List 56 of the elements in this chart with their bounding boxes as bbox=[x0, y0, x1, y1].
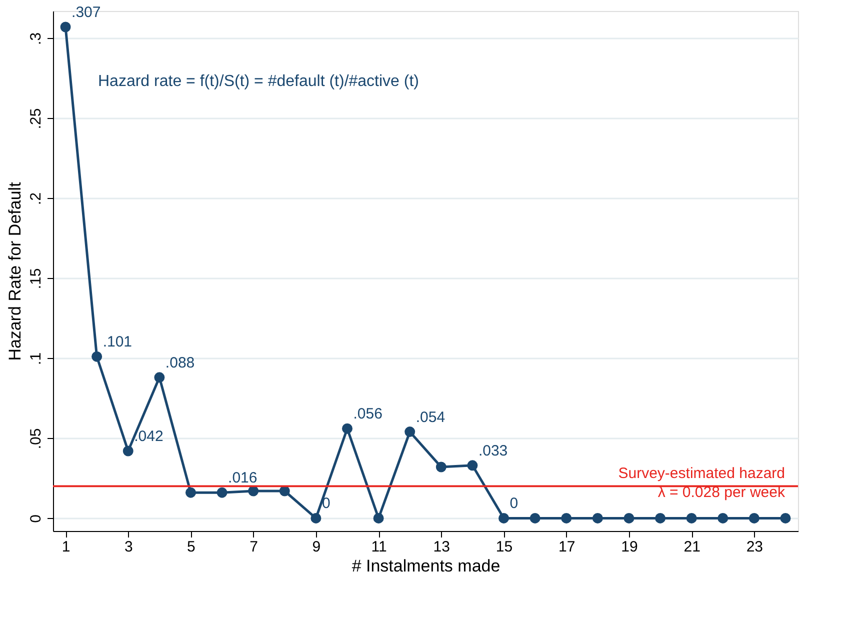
point bbox=[248, 486, 259, 496]
data-label: .088 bbox=[165, 354, 195, 372]
x-axis-title: # Instalments made bbox=[352, 556, 500, 576]
data-label: .056 bbox=[353, 406, 382, 423]
data-label: .033 bbox=[478, 442, 508, 460]
point bbox=[216, 487, 228, 498]
x-tick-label: 13 bbox=[433, 538, 450, 556]
y-tick-label: 0 bbox=[28, 514, 44, 523]
point bbox=[592, 512, 603, 524]
point bbox=[686, 512, 697, 524]
y-tick-label: .2 bbox=[28, 192, 44, 205]
point bbox=[279, 486, 290, 496]
point bbox=[624, 512, 634, 524]
x-tick-label: 23 bbox=[746, 538, 764, 556]
point bbox=[436, 462, 446, 472]
data-label: .101 bbox=[102, 334, 132, 351]
x-tick-label: 9 bbox=[312, 538, 321, 556]
point bbox=[561, 512, 572, 524]
data-label: .042 bbox=[134, 428, 164, 445]
point bbox=[92, 351, 102, 362]
data-label: .307 bbox=[72, 4, 101, 21]
x-tick-label: 17 bbox=[558, 538, 576, 556]
y-tick-label: .3 bbox=[28, 32, 44, 45]
data-label: 0 bbox=[322, 495, 330, 512]
y-axis-title: Hazard Rate for Default bbox=[6, 182, 24, 361]
point bbox=[655, 512, 666, 524]
point bbox=[60, 22, 71, 32]
x-tick-label: 15 bbox=[496, 538, 513, 556]
point bbox=[530, 512, 540, 524]
point bbox=[404, 426, 416, 438]
x-tick-label: 7 bbox=[250, 538, 258, 556]
x-tick-label: 19 bbox=[621, 538, 638, 556]
y-tick-label: .25 bbox=[28, 108, 44, 130]
point bbox=[780, 512, 791, 524]
data-label: 0 bbox=[510, 495, 518, 512]
point bbox=[342, 423, 352, 434]
point bbox=[154, 372, 165, 383]
point bbox=[718, 512, 728, 524]
point bbox=[122, 446, 134, 456]
data-label: .016 bbox=[228, 470, 258, 487]
y-tick-label: .15 bbox=[28, 268, 44, 290]
point bbox=[467, 460, 478, 471]
point bbox=[498, 512, 509, 524]
point bbox=[310, 512, 322, 524]
x-tick-label: 5 bbox=[187, 538, 196, 556]
data-label: .054 bbox=[416, 408, 446, 426]
x-tick-label: 11 bbox=[371, 538, 387, 556]
x-tick-label: 1 bbox=[62, 538, 70, 556]
x-tick-label: 21 bbox=[684, 538, 700, 556]
point bbox=[748, 512, 760, 524]
x-tick-label: 3 bbox=[124, 538, 133, 556]
y-tick-label: .05 bbox=[28, 428, 44, 450]
point bbox=[185, 487, 196, 498]
point bbox=[373, 512, 384, 524]
annotation: Hazard rate = f(t)/S(t) = #default (t)/#active (t) bbox=[98, 73, 419, 90]
y-tick-label: .1 bbox=[28, 352, 44, 365]
